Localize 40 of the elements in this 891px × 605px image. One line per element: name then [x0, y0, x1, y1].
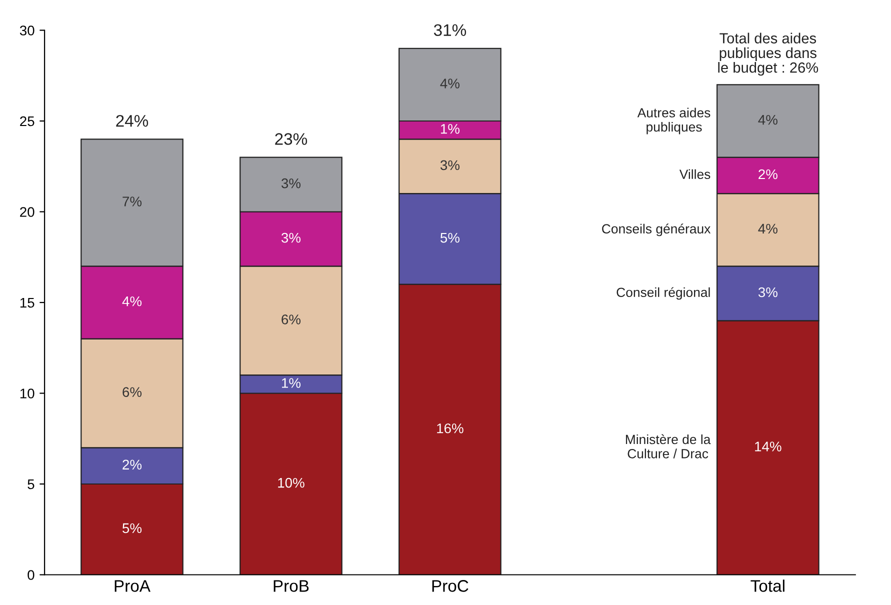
y-tick-label: 15	[20, 298, 34, 308]
x-tick-label: Total	[750, 580, 784, 592]
y-tick-label: 30	[20, 26, 34, 36]
total-label: Total des aides publiques dans le budget : 26%	[718, 32, 818, 76]
y-tick-label: 10	[20, 388, 34, 398]
y-tick-label: 0	[28, 570, 34, 580]
y-tick-label: 5	[28, 479, 34, 490]
data-label: 3%	[440, 160, 460, 170]
total-label: 31%	[434, 24, 466, 36]
data-label: 7%	[122, 196, 142, 206]
x-tick-label: ProB	[274, 580, 309, 592]
data-label: 6%	[122, 387, 142, 397]
series-label: Villes	[679, 169, 710, 179]
data-label: 4%	[122, 296, 142, 306]
data-label: 2%	[122, 460, 142, 470]
series-label: Autres aides publiques	[637, 108, 710, 134]
data-label: 14%	[755, 442, 782, 452]
total-label: 23%	[275, 133, 308, 145]
x-tick-label: ProC	[432, 580, 468, 592]
series-label: Conseils généraux	[602, 224, 711, 236]
series-label: Conseil régional	[616, 287, 710, 300]
data-label: 3%	[281, 178, 301, 188]
data-label: 1%	[282, 378, 301, 388]
data-label: 5%	[440, 232, 460, 243]
data-label: 4%	[440, 78, 460, 88]
data-label: 3%	[281, 232, 301, 243]
total-label: 24%	[116, 114, 148, 127]
data-label: 3%	[758, 287, 778, 298]
data-label: 10%	[278, 478, 304, 488]
series-label: Ministère de la Culture / Drac	[626, 434, 711, 458]
data-label: 5%	[122, 523, 142, 534]
data-label: 4%	[758, 224, 778, 234]
y-tick-label: 25	[20, 116, 34, 126]
data-label: 6%	[282, 314, 301, 324]
y-tick-label: 20	[20, 207, 34, 217]
data-label: 1%	[440, 124, 460, 134]
data-label: 16%	[437, 423, 464, 434]
data-label: 2%	[758, 169, 778, 180]
data-label: 4%	[758, 114, 778, 125]
x-tick-label: ProA	[114, 580, 150, 592]
